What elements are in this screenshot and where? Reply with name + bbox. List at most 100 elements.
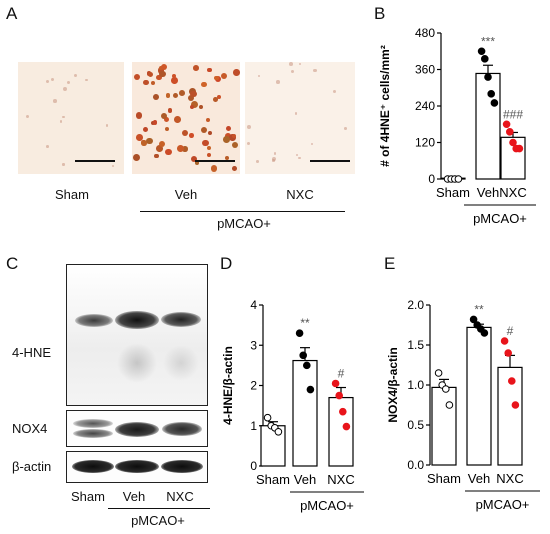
- stained-cell: [214, 76, 219, 81]
- stained-cell: [233, 69, 240, 76]
- significance-mark: ###: [503, 107, 523, 121]
- stained-cell: [159, 70, 166, 78]
- y-tick-label: 2.0: [407, 298, 424, 312]
- data-point: [306, 385, 315, 394]
- y-tick-label: 4: [250, 298, 257, 312]
- band-actin-sham: [72, 460, 114, 473]
- x-tick-label: Sham: [256, 472, 290, 487]
- y-tick-label: 0: [250, 459, 257, 473]
- group-bracket-c: [108, 508, 210, 509]
- smear-4hne-veh: [117, 343, 157, 383]
- stained-cell: [221, 72, 228, 79]
- y-tick-label: 1: [250, 419, 257, 433]
- stained-cell: [25, 114, 29, 119]
- stained-cell: [217, 94, 222, 99]
- data-point: [480, 329, 489, 337]
- group-bracket-label-c: pMCAO+: [131, 513, 185, 528]
- stained-cell: [152, 94, 159, 100]
- stained-cell: [273, 152, 277, 156]
- stained-cell: [207, 130, 213, 136]
- stained-cell: [232, 133, 237, 139]
- x-tick-label: Sham: [436, 185, 470, 200]
- stained-cell: [247, 125, 252, 129]
- stained-cell: [85, 78, 88, 82]
- stained-cell: [133, 74, 141, 81]
- stained-cell: [210, 165, 218, 173]
- x-tick-label: NXC: [327, 472, 354, 487]
- data-point: [502, 120, 511, 129]
- bar-chart-d: 0 1 2 3 4 4-HNE/β-actin Sham ** Veh # NXC pMCAO+: [221, 298, 364, 513]
- data-point: [506, 128, 514, 136]
- bar-veh: [466, 326, 492, 466]
- stained-cell: [179, 90, 186, 96]
- stained-cell: [212, 97, 218, 102]
- x-tick-label: Veh: [468, 471, 490, 486]
- y-axis-label: 4-HNE/β-actin: [221, 346, 235, 425]
- group-bracket-label-a: pMCAO+: [217, 216, 271, 231]
- stained-cell: [232, 166, 238, 172]
- stained-cell: [59, 120, 63, 123]
- group-bracket-label: pMCAO+: [476, 497, 530, 512]
- panel-label-c: C: [6, 254, 19, 273]
- data-point: [481, 55, 489, 63]
- stained-cell: [288, 62, 293, 66]
- band-nox4-veh: [115, 422, 159, 437]
- panel-label-e: E: [384, 254, 396, 273]
- y-tick-label: 2: [250, 379, 257, 393]
- stained-cell: [174, 115, 182, 123]
- stained-cell: [143, 127, 149, 133]
- stained-cell: [190, 90, 197, 97]
- stained-cell: [74, 74, 78, 78]
- stained-cell: [66, 80, 70, 84]
- data-point: [445, 401, 454, 409]
- data-point: [263, 413, 272, 422]
- y-tick-label: 0.5: [407, 418, 424, 432]
- stained-cell: [294, 111, 298, 115]
- bar-veh: [475, 72, 501, 180]
- stained-cell: [136, 134, 143, 141]
- stained-cell: [225, 155, 230, 161]
- blot-label-nox4: NOX4: [12, 421, 48, 436]
- blot-nox4: [66, 410, 208, 447]
- y-tick-label: 1.0: [407, 378, 424, 392]
- band-4hne-sham: [75, 314, 113, 327]
- stained-cell: [105, 124, 109, 127]
- data-point: [295, 329, 304, 337]
- group-bracket-a: [140, 211, 345, 212]
- data-point: [509, 138, 517, 147]
- stained-cell: [136, 112, 143, 119]
- stained-cell: [51, 78, 55, 82]
- stained-cell: [202, 139, 209, 147]
- stained-cell: [146, 137, 153, 145]
- data-point: [508, 377, 516, 385]
- stained-cell: [46, 144, 50, 148]
- stained-cell: [161, 112, 167, 119]
- stained-cell: [154, 153, 159, 159]
- data-point: [342, 422, 351, 431]
- stained-cell: [182, 146, 188, 152]
- stained-cell: [159, 141, 166, 148]
- bar-nxc: [328, 396, 354, 467]
- blot-beta-actin: [66, 451, 208, 483]
- data-point: [469, 315, 478, 324]
- band-nox4-sham-lower: [73, 429, 113, 438]
- stained-cell: [257, 74, 260, 77]
- band-4hne-veh: [115, 311, 159, 329]
- blot-4hne: [66, 264, 208, 406]
- stained-cell: [246, 141, 250, 145]
- stained-cell: [132, 153, 140, 161]
- stained-cell: [46, 80, 50, 84]
- stained-cell: [163, 117, 169, 123]
- micrograph-sham: [18, 62, 124, 174]
- stained-cell: [164, 126, 169, 131]
- stained-cell: [152, 120, 158, 125]
- stained-cell: [62, 115, 65, 119]
- significance-mark: ***: [481, 34, 495, 48]
- band-nox4-sham-upper: [73, 419, 113, 428]
- data-point: [339, 407, 347, 416]
- smear-4hne-nxc: [163, 345, 199, 381]
- stained-cell: [206, 118, 211, 123]
- stained-cell: [167, 108, 173, 113]
- scale-bar-nxc: [310, 160, 350, 162]
- scale-bar-sham: [75, 160, 115, 162]
